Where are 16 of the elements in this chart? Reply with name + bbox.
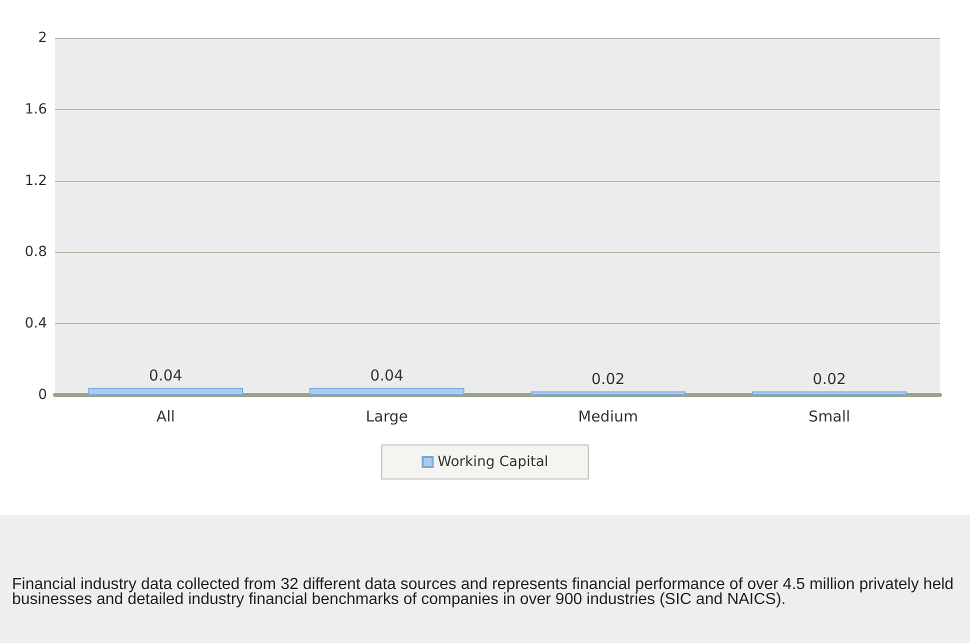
y-tick-label: 2 xyxy=(38,30,47,46)
y-tick-label: 1.2 xyxy=(24,172,47,189)
x-tick-label: Small xyxy=(808,408,850,426)
legend-label: Working Capital xyxy=(438,454,548,470)
y-tick-label: 1.6 xyxy=(24,101,48,118)
text: Financial industry data collected from 32 different data sources and represents financial performance of over 4.5 million privately held businesses and detailed industry financial benchmarks of companies in over 900 industries (SIC and NAICS). xyxy=(0,515,970,643)
data-label: 0.02 xyxy=(591,370,625,388)
data-label: 0.04 xyxy=(148,366,182,384)
x-tick-label: Medium xyxy=(578,408,638,426)
data-label: 0.04 xyxy=(370,366,404,384)
y-tick-label: 0.8 xyxy=(24,244,47,260)
x-tick-label: All xyxy=(156,408,175,426)
y-tick-label: 0.4 xyxy=(24,316,48,332)
data-label: 0.02 xyxy=(812,370,846,388)
y-tick-label: 0 xyxy=(38,387,47,403)
x-tick-label: Large xyxy=(366,408,408,426)
